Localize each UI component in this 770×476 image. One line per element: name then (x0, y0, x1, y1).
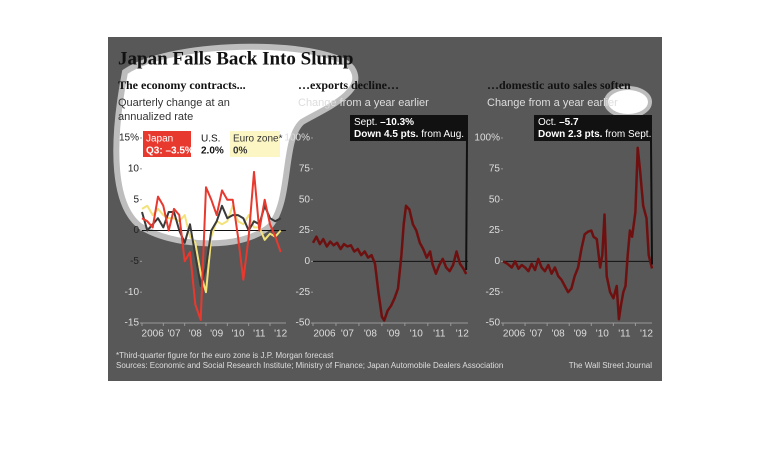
legend-value: 0% (233, 146, 248, 157)
annotation-label: Sept. (354, 117, 377, 128)
chart-subtitle: Change from a year earlier (487, 97, 618, 109)
chart-title: …domestic auto sales soften (487, 78, 631, 92)
x-tick-label: '08 (552, 329, 565, 340)
series-line (502, 146, 654, 321)
y-tick-label: 50 (299, 194, 311, 205)
x-tick-label: '10 (596, 329, 609, 340)
annotation-box (350, 115, 468, 141)
x-tick-label: '09 (210, 329, 223, 340)
annotation-pointer (650, 140, 653, 265)
x-tick-label: '07 (167, 329, 180, 340)
legend-label: Japan (146, 134, 173, 145)
x-tick-label: '12 (274, 329, 287, 340)
credit: The Wall Street Journal (569, 361, 653, 370)
footnote: *Third-quarter figure for the euro zone … (116, 351, 334, 360)
y-tick-label: 50 (489, 194, 501, 205)
x-tick-label: '07 (341, 329, 354, 340)
y-tick-label: 10 (128, 163, 140, 174)
legend-box (198, 131, 228, 157)
x-tick-label: 2006 (142, 329, 165, 340)
sources: Sources: Economic and Social Research In… (116, 361, 503, 370)
y-tick-label: 0 (494, 256, 500, 267)
y-tick-label: -10 (125, 287, 140, 298)
y-tick-label: 75 (489, 163, 501, 174)
chart-subtitle: annualized rate (118, 111, 193, 123)
annotation-pointer (465, 140, 468, 271)
x-tick-label: '09 (574, 329, 587, 340)
legend-box (230, 131, 280, 157)
series-line (311, 204, 468, 322)
x-tick-label: '12 (640, 329, 653, 340)
x-tick-label: '11 (433, 329, 446, 340)
annotation-value: from Aug. (421, 129, 464, 140)
annotation-label: Oct. (538, 117, 556, 128)
annotation-value: –10.3% (380, 117, 414, 128)
annotation-label: Down 2.3 pts. (538, 129, 603, 140)
x-tick-label: '08 (189, 329, 202, 340)
x-tick-label: '09 (387, 329, 400, 340)
legend-label: U.S. (201, 134, 220, 145)
y-tick-label: 75 (299, 163, 311, 174)
chart-subtitle: Quarterly change at an (118, 97, 230, 109)
y-tick-label: -25 (296, 287, 311, 298)
annotation-value: from Sept. (605, 129, 651, 140)
annotation: Oct. –5.7 (538, 117, 579, 128)
legend-value: Q3: –3.5% (146, 146, 194, 157)
annotation-box (534, 115, 652, 141)
chart-title: The economy contracts... (118, 78, 246, 92)
y-tick-label: -25 (486, 287, 501, 298)
x-tick-label: '07 (530, 329, 543, 340)
y-tick-label: -15 (125, 318, 140, 329)
y-tick-label: 15% (119, 133, 139, 144)
y-tick-label: 25 (299, 225, 311, 236)
chart-subtitle: Change from a year earlier (298, 97, 429, 109)
x-tick-label: '10 (231, 329, 244, 340)
legend-value: 2.0% (201, 146, 224, 157)
x-tick-label: 2006 (313, 329, 336, 340)
series-line (141, 204, 282, 287)
y-tick-label: 25 (489, 225, 501, 236)
annotation: Down 4.5 pts. from Aug. (354, 129, 464, 140)
annotation: Down 2.3 pts. from Sept. (538, 129, 651, 140)
legend-box (143, 131, 191, 157)
annotation: Sept. –10.3% (354, 117, 414, 128)
y-tick-label: 0 (133, 225, 139, 236)
legend-label: Euro zone* (233, 134, 283, 145)
y-tick-label: 5 (133, 194, 139, 205)
y-tick-label: -5 (130, 256, 139, 267)
x-tick-label: '12 (456, 329, 469, 340)
page-title: Japan Falls Back Into Slump (118, 48, 353, 69)
series-line (141, 170, 282, 321)
y-tick-label: 0 (304, 256, 310, 267)
y-tick-label: 100% (474, 133, 500, 144)
annotation-label: Down 4.5 pts. (354, 129, 419, 140)
y-tick-label: 100% (284, 133, 310, 144)
y-tick-label: -50 (296, 318, 311, 329)
x-tick-label: '11 (253, 329, 266, 340)
x-tick-label: '08 (364, 329, 377, 340)
x-tick-label: 2006 (503, 329, 526, 340)
y-tick-label: -50 (486, 318, 501, 329)
chart-title: …exports decline… (298, 78, 399, 92)
x-tick-label: '10 (410, 329, 423, 340)
annotation-value: –5.7 (559, 117, 579, 128)
x-tick-label: '11 (618, 329, 631, 340)
